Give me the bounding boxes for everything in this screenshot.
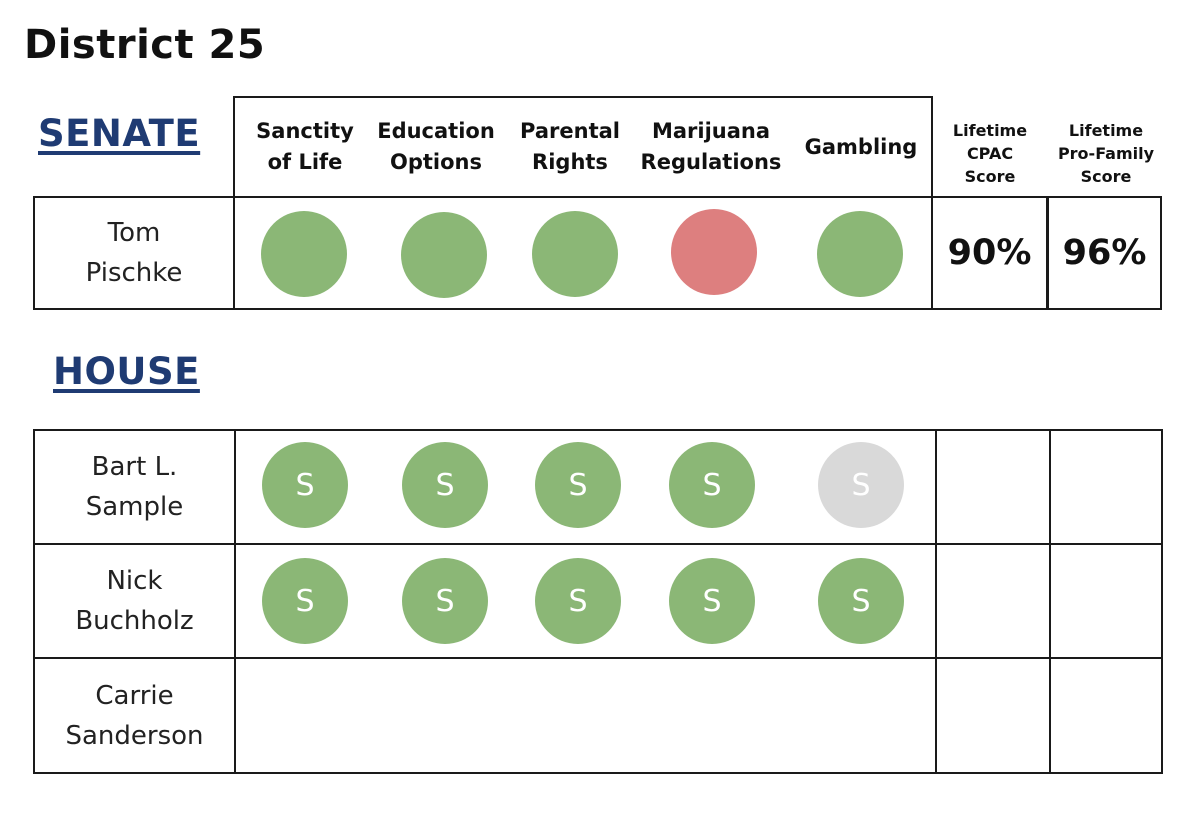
column-divider	[1049, 431, 1051, 772]
position-label: S	[295, 583, 315, 619]
member-last-name: Buchholz	[75, 606, 194, 636]
position-label: S	[851, 467, 871, 503]
house-heading: HOUSE	[53, 350, 200, 393]
page-title: District 25	[24, 22, 266, 68]
column-header-label: Gambling	[804, 134, 918, 159]
member-last-name: Pischke	[85, 258, 183, 288]
position-sanctity-of-life: S	[262, 442, 348, 528]
house-table: Bart L. Sample S S S S S Nick Buchholz S…	[33, 429, 1163, 774]
position-education-options	[401, 212, 487, 298]
position-gambling: S	[818, 558, 904, 644]
position-parental-rights: S	[535, 558, 621, 644]
member-name: Tom Pischke	[35, 198, 233, 308]
column-header-gambling: Gambling	[791, 98, 931, 196]
position-education-options: S	[402, 442, 488, 528]
column-header-label: Lifetime CPAC Score	[952, 120, 1028, 186]
row-divider	[35, 657, 1161, 659]
member-name: Carrie Sanderson	[35, 659, 234, 772]
member-name: Nick Buchholz	[35, 545, 234, 657]
column-header-label: Education Options	[377, 119, 495, 174]
member-last-name: Sample	[85, 492, 184, 522]
member-first-name: Nick	[106, 566, 163, 596]
column-divider	[935, 431, 937, 772]
position-sanctity-of-life: S	[262, 558, 348, 644]
cpac-score-value: 90%	[947, 233, 1032, 273]
column-header-sanctity-of-life: Sanctity of Life	[235, 98, 375, 196]
column-divider	[234, 431, 236, 772]
column-header-label: Lifetime Pro-Family Score	[1057, 120, 1155, 186]
position-marijuana-regulations	[671, 209, 757, 295]
position-label: S	[851, 583, 871, 619]
member-last-name: Sanderson	[65, 720, 204, 751]
member-first-name: Tom	[107, 218, 161, 248]
column-header-parental-rights: Parental Rights	[505, 98, 635, 196]
position-marijuana-regulations: S	[669, 442, 755, 528]
position-marijuana-regulations: S	[669, 558, 755, 644]
senate-heading: SENATE	[38, 112, 201, 155]
profamily-score-value: 96%	[1062, 233, 1147, 273]
column-header-education-options: Education Options	[371, 98, 501, 196]
position-label: S	[568, 467, 588, 503]
position-sanctity-of-life	[261, 211, 347, 297]
column-header-label: Marijuana Regulations	[640, 119, 782, 174]
position-label: S	[702, 583, 722, 619]
position-gambling	[817, 211, 903, 297]
column-header-label: Sanctity of Life	[256, 119, 354, 174]
position-parental-rights	[532, 211, 618, 297]
column-header-marijuana-regulations: Marijuana Regulations	[635, 98, 787, 196]
column-header-profamily-score: Lifetime Pro-Family Score	[1050, 110, 1162, 196]
senate-member-name-cell: Tom Pischke	[33, 196, 235, 310]
table-row: Nick Buchholz S S S S S	[35, 545, 1161, 657]
cpac-score-cell: 90%	[931, 196, 1048, 310]
senate-member-positions-cell	[233, 196, 933, 310]
position-label: S	[435, 583, 455, 619]
position-education-options: S	[402, 558, 488, 644]
member-name: Bart L. Sample	[35, 431, 234, 543]
column-header-cpac-score: Lifetime CPAC Score	[935, 110, 1045, 196]
position-label: S	[568, 583, 588, 619]
member-first-name: Carrie	[95, 680, 174, 711]
position-gambling: S	[818, 442, 904, 528]
profamily-score-cell: 96%	[1047, 196, 1162, 310]
table-row: Carrie Sanderson	[35, 659, 1161, 772]
position-label: S	[702, 467, 722, 503]
position-parental-rights: S	[535, 442, 621, 528]
senate-issue-header: Sanctity of Life Education Options Paren…	[233, 96, 933, 198]
position-label: S	[435, 467, 455, 503]
member-first-name: Bart L.	[91, 452, 178, 482]
column-header-label: Parental Rights	[520, 119, 620, 174]
row-divider	[35, 543, 1161, 545]
position-label: S	[295, 467, 315, 503]
table-row: Bart L. Sample S S S S S	[35, 431, 1161, 543]
